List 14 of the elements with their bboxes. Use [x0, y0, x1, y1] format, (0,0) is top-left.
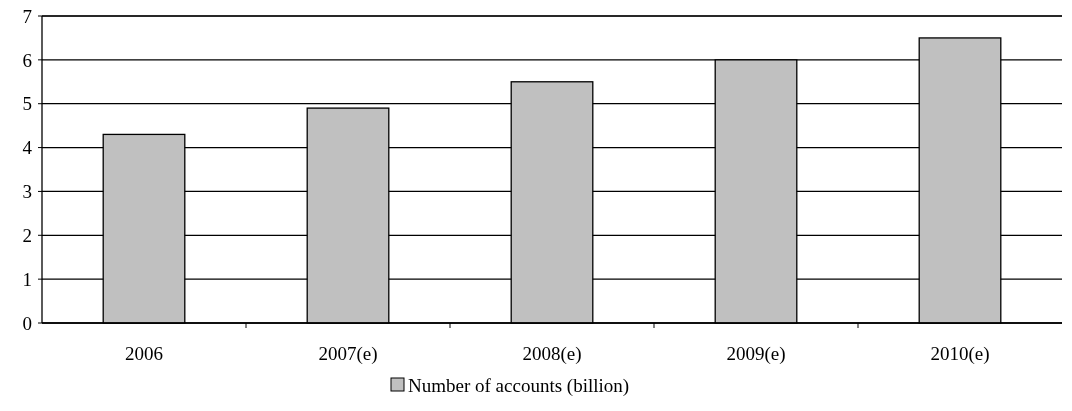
y-tick-label: 3: [22, 181, 32, 203]
y-tick-label: 7: [22, 5, 32, 27]
y-tick-label: 6: [22, 49, 32, 71]
y-tick-label: 0: [22, 312, 32, 334]
x-tick-label: 2008(e): [522, 343, 582, 365]
x-tick-label: 2009(e): [726, 343, 786, 365]
x-tick-label: 2007(e): [318, 343, 378, 365]
y-tick-label: 1: [22, 268, 32, 290]
y-tick-label: 2: [22, 224, 32, 246]
x-tick-label: 2010(e): [930, 343, 990, 365]
legend-label: Number of accounts (billion): [408, 374, 630, 397]
x-tick-label: 2006: [125, 343, 163, 364]
y-tick-label: 4: [22, 137, 33, 159]
y-tick-label: 5: [22, 93, 32, 115]
